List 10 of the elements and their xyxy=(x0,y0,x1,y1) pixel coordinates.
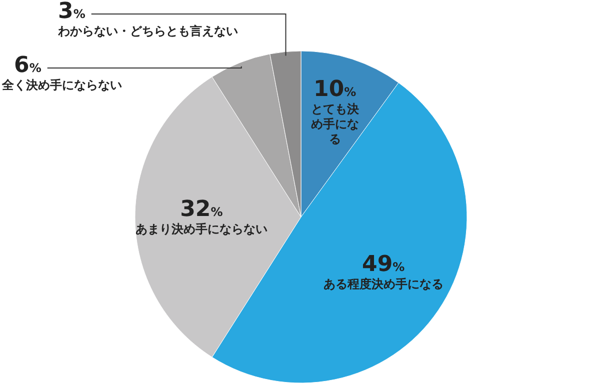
data-label: 10% xyxy=(314,77,356,102)
data-label: 3% xyxy=(58,0,86,24)
slice-label: とても決め手になる xyxy=(310,102,360,148)
data-label: 32% xyxy=(180,196,223,222)
slice-label: 全く決め手にならない xyxy=(2,78,122,93)
slice-label: わからない・どちらとも言えない xyxy=(58,24,238,39)
slice-label: あまり決め手にならない xyxy=(134,222,268,236)
data-label: 6% xyxy=(14,53,42,78)
slice-label: ある程度決め手になる xyxy=(322,277,444,292)
data-label: 49% xyxy=(362,252,405,278)
